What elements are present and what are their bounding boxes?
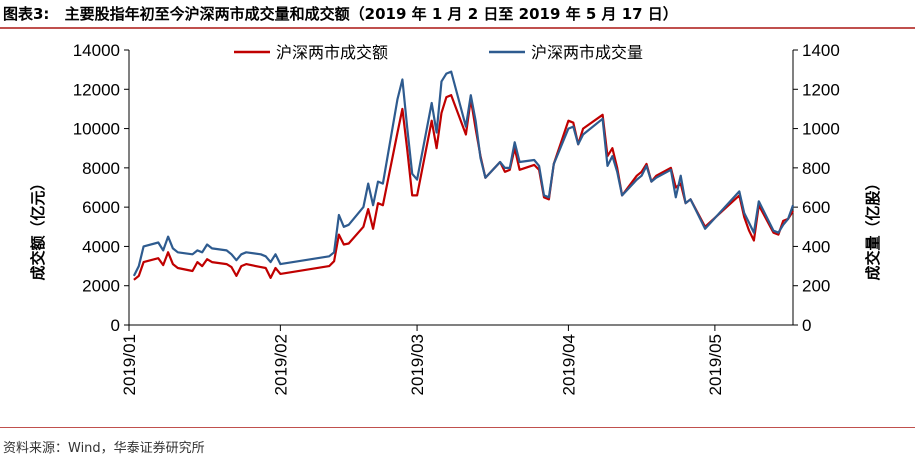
y-left-tick-label: 0 <box>111 316 120 335</box>
y-left-tick-label: 10000 <box>73 120 120 139</box>
chart-legend: 沪深两市成交额 沪深两市成交量 <box>234 44 643 62</box>
turnover-line <box>133 94 794 281</box>
y-right-tick-label: 200 <box>802 277 830 296</box>
title-rule <box>0 27 915 29</box>
y-axis-left-label: 成交额（亿元） <box>29 175 47 280</box>
y-left-tick-label: 12000 <box>73 80 120 99</box>
x-tick-label: 2019/02 <box>271 334 290 395</box>
y-left-tick-label: 8000 <box>82 159 120 178</box>
y-axis-right-label: 成交量（亿股） <box>864 175 882 280</box>
x-tick-label: 2019/01 <box>120 334 139 395</box>
y-left-tick-label: 6000 <box>82 198 120 217</box>
y-left-tick-label: 2000 <box>82 277 120 296</box>
y-right-tick-label: 800 <box>802 159 830 178</box>
y-right-tick-label: 400 <box>802 237 830 256</box>
y-right-tick-label: 1200 <box>802 80 840 99</box>
figure-title-text: 主要股指年初至今沪深两市成交量和成交额（2019 年 1 月 2 日至 2019… <box>64 5 678 23</box>
y-right-tick-label: 0 <box>802 316 811 335</box>
y-right-tick-label: 1000 <box>802 120 840 139</box>
x-tick-label: 2019/04 <box>559 334 578 395</box>
y-right-tick-label: 1400 <box>802 41 840 60</box>
chart-series <box>132 70 795 281</box>
source-note: 资料来源：Wind，华泰证券研究所 <box>3 441 205 456</box>
turnover-volume-chart: 0 2000 4000 6000 8000 10000 12000 14000 0 200 400 6… <box>29 41 882 395</box>
y-right-tick-label: 600 <box>802 198 830 217</box>
x-tick-label: 2019/05 <box>706 334 725 395</box>
figure-title: 图表3: 主要股指年初至今沪深两市成交量和成交额（2019 年 1 月 2 日至… <box>3 2 908 26</box>
source-rule <box>0 427 915 428</box>
y-left-tick-label: 14000 <box>73 41 120 60</box>
legend-label-turnover: 沪深两市成交额 <box>276 44 388 62</box>
x-tick-label: 2019/03 <box>408 334 427 395</box>
volume-line <box>132 70 795 277</box>
figure-label: 图表3: <box>3 5 50 23</box>
y-left-tick-label: 4000 <box>82 237 120 256</box>
legend-label-volume: 沪深两市成交量 <box>531 44 643 62</box>
chart-axes: 0 2000 4000 6000 8000 10000 12000 14000 0 200 400 6… <box>73 41 840 395</box>
